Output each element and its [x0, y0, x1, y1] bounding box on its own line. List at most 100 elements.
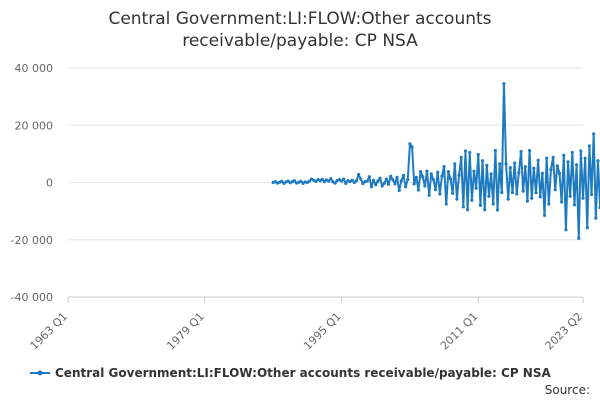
data-point[interactable] — [538, 195, 542, 199]
data-point[interactable] — [369, 185, 374, 189]
data-point[interactable] — [418, 170, 423, 174]
data-point[interactable] — [592, 132, 596, 136]
data-point[interactable] — [472, 169, 476, 173]
data-point[interactable] — [517, 170, 521, 175]
data-point[interactable] — [339, 179, 344, 183]
data-point[interactable] — [416, 188, 421, 192]
data-point[interactable] — [357, 172, 361, 177]
data-point[interactable] — [444, 202, 448, 206]
data-point[interactable] — [487, 194, 491, 198]
data-point[interactable] — [468, 150, 472, 155]
data-point[interactable] — [476, 152, 480, 157]
data-point[interactable] — [536, 158, 540, 162]
data-point[interactable] — [427, 193, 431, 197]
data-point[interactable] — [421, 175, 425, 179]
data-point[interactable] — [542, 213, 547, 218]
data-point[interactable] — [397, 188, 401, 193]
data-point[interactable] — [553, 188, 557, 192]
data-point[interactable] — [572, 203, 577, 207]
data-point[interactable] — [391, 178, 395, 182]
data-point[interactable] — [579, 149, 583, 153]
data-point[interactable] — [425, 169, 429, 173]
data-point[interactable] — [365, 179, 369, 183]
data-point[interactable] — [557, 171, 562, 175]
data-point[interactable] — [480, 159, 485, 163]
data-point[interactable] — [333, 181, 337, 185]
data-point[interactable] — [429, 172, 433, 176]
data-point[interactable] — [502, 82, 506, 86]
data-point[interactable] — [359, 177, 363, 181]
data-point[interactable] — [568, 194, 572, 198]
data-point[interactable] — [547, 202, 551, 206]
data-point[interactable] — [423, 184, 427, 188]
data-point[interactable] — [453, 162, 457, 166]
data-point[interactable] — [485, 163, 489, 167]
data-point[interactable] — [371, 178, 376, 182]
data-point[interactable] — [414, 175, 418, 179]
data-point[interactable] — [401, 173, 406, 177]
data-point[interactable] — [495, 208, 500, 212]
data-point[interactable] — [491, 202, 495, 206]
data-point[interactable] — [585, 226, 589, 230]
data-point[interactable] — [540, 171, 545, 175]
data-point[interactable] — [574, 163, 579, 167]
data-point[interactable] — [498, 162, 502, 166]
data-point[interactable] — [374, 183, 378, 187]
data-point[interactable] — [292, 179, 297, 183]
data-point[interactable] — [412, 182, 416, 186]
data-point[interactable] — [489, 172, 493, 176]
data-point[interactable] — [521, 189, 525, 193]
data-point[interactable] — [508, 166, 512, 170]
data-point[interactable] — [513, 161, 517, 165]
data-point[interactable] — [474, 186, 478, 190]
data-point[interactable] — [466, 208, 470, 212]
data-point[interactable] — [451, 191, 455, 195]
data-point[interactable] — [534, 191, 538, 195]
data-point[interactable] — [478, 203, 483, 207]
legend-item-label[interactable]: Central Government:LI:FLOW:Other account… — [55, 366, 551, 380]
data-point[interactable] — [564, 228, 568, 232]
data-point[interactable] — [436, 170, 440, 174]
data-point[interactable] — [500, 190, 504, 195]
data-point[interactable] — [523, 165, 527, 169]
data-point[interactable] — [596, 159, 600, 163]
data-point[interactable] — [463, 149, 468, 153]
data-point[interactable] — [378, 176, 382, 180]
data-point[interactable] — [322, 180, 327, 184]
data-point[interactable] — [320, 177, 324, 181]
data-point[interactable] — [342, 177, 346, 181]
data-point[interactable] — [506, 197, 510, 201]
data-point[interactable] — [286, 179, 290, 183]
data-point[interactable] — [594, 216, 598, 220]
data-point[interactable] — [555, 164, 559, 168]
data-point[interactable] — [438, 192, 442, 196]
data-point[interactable] — [519, 149, 523, 154]
data-point[interactable] — [504, 162, 508, 166]
data-point[interactable] — [386, 182, 391, 186]
data-point[interactable] — [527, 148, 532, 153]
data-point[interactable] — [587, 144, 592, 148]
data-point[interactable] — [562, 153, 566, 157]
data-point[interactable] — [380, 184, 384, 188]
data-point[interactable] — [329, 177, 333, 181]
data-point[interactable] — [408, 142, 412, 146]
data-point[interactable] — [560, 200, 564, 204]
data-point[interactable] — [583, 156, 587, 160]
data-point[interactable] — [354, 179, 359, 183]
data-point[interactable] — [549, 168, 553, 172]
data-point[interactable] — [376, 179, 380, 183]
data-point[interactable] — [395, 175, 399, 179]
data-point[interactable] — [352, 180, 356, 185]
data-point[interactable] — [384, 177, 388, 181]
data-point[interactable] — [551, 155, 555, 159]
data-point[interactable] — [455, 197, 459, 201]
data-point[interactable] — [483, 208, 487, 212]
data-point[interactable] — [440, 174, 444, 178]
data-point[interactable] — [493, 148, 497, 153]
data-point[interactable] — [399, 179, 403, 183]
data-point[interactable] — [389, 174, 393, 178]
data-point[interactable] — [577, 236, 581, 240]
data-point[interactable] — [515, 192, 519, 196]
data-point[interactable] — [570, 150, 574, 155]
data-point[interactable] — [393, 182, 397, 186]
